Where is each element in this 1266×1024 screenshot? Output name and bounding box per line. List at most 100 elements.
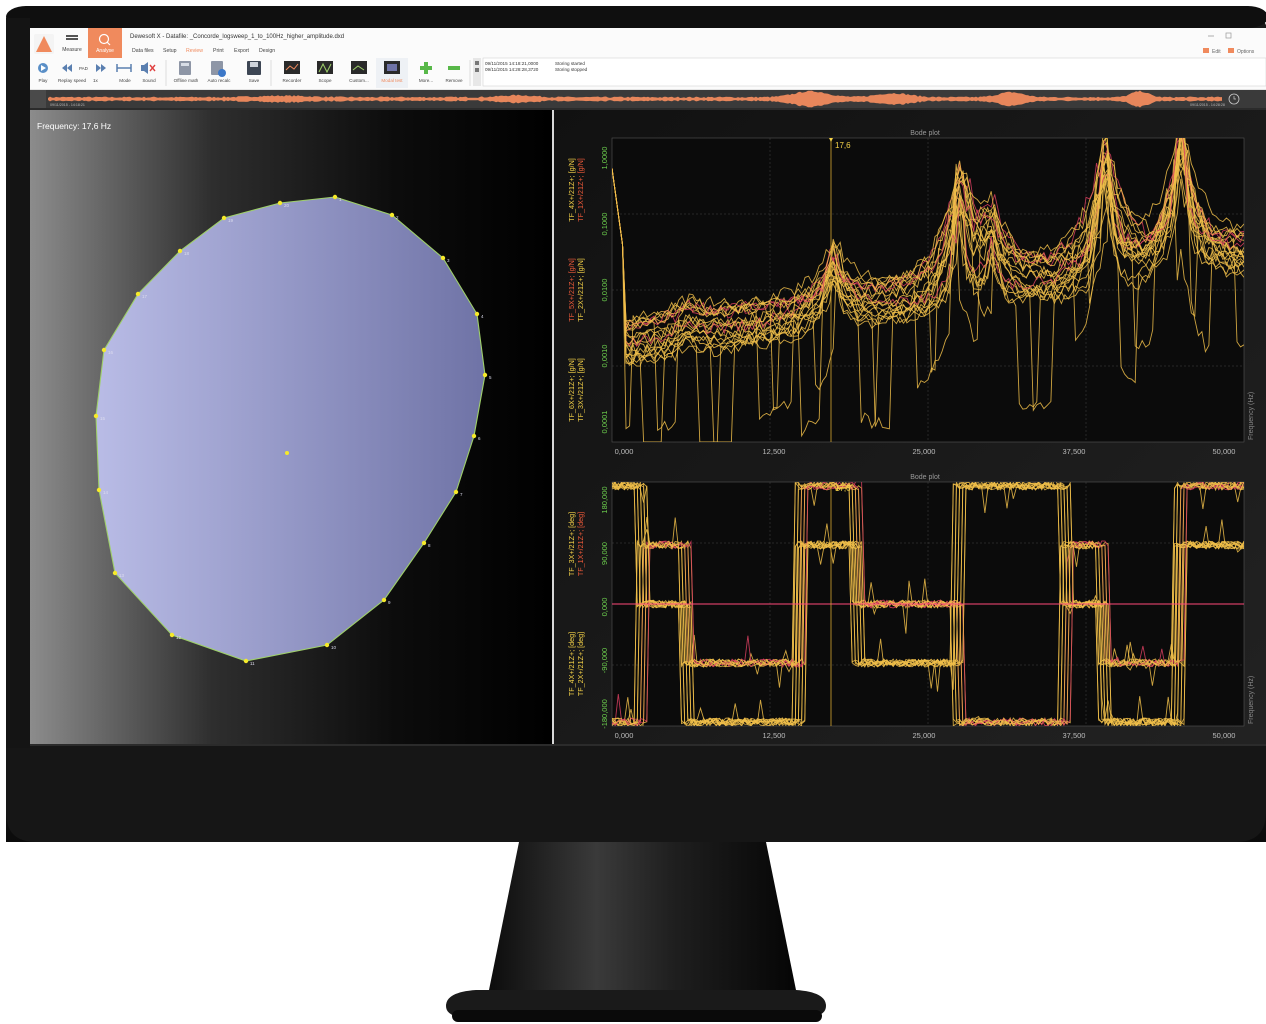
offline-math-button[interactable]: Offline math bbox=[174, 61, 199, 83]
mode-shape-node[interactable] bbox=[482, 372, 488, 378]
mode-shape-node[interactable] bbox=[381, 597, 387, 603]
channel-legend-label[interactable]: TF_3X+/21Z+; [g/N] bbox=[576, 358, 585, 422]
node-label: 3 bbox=[447, 258, 450, 263]
mode-shape-node[interactable] bbox=[112, 570, 118, 576]
x-tick-label: 50,000 bbox=[1213, 447, 1236, 456]
svg-text:Replay speed: Replay speed bbox=[58, 78, 87, 83]
y-tick-label: 0,0010 bbox=[600, 345, 609, 368]
channel-legend-label[interactable]: TF_4X+/21Z+; [g/N] bbox=[567, 158, 576, 222]
tab-data-files[interactable]: Data files bbox=[132, 48, 154, 54]
x-tick-label: 50,000 bbox=[1213, 731, 1236, 740]
toolbar: Play PAD Replay speed 1x Mode Sound Offl… bbox=[38, 57, 1266, 88]
tab-export[interactable]: Export bbox=[234, 48, 250, 54]
rewind-icon bbox=[62, 64, 72, 72]
remove-button[interactable]: Remove bbox=[445, 66, 463, 83]
more-button[interactable]: More... bbox=[419, 62, 433, 83]
play-button[interactable]: Play bbox=[38, 63, 48, 83]
y-tick-label: 1,0000 bbox=[600, 147, 609, 170]
magnitude-trace bbox=[612, 138, 1244, 348]
sound-button[interactable]: Sound bbox=[141, 62, 156, 83]
x-tick-label: 0,000 bbox=[615, 447, 634, 456]
event-list-icon[interactable] bbox=[475, 68, 479, 72]
node-label: 11 bbox=[250, 661, 255, 666]
replay-speed-control[interactable]: PAD Replay speed 1x bbox=[58, 64, 106, 83]
channel-legend-label[interactable]: TF_1X+/21Z+; [deg] bbox=[576, 512, 585, 576]
timeline-end: 09/11/2015 - 14:28:28 bbox=[1190, 103, 1225, 107]
custom-icon bbox=[351, 61, 367, 74]
mode-shape-node[interactable] bbox=[177, 248, 183, 254]
auto-recalc-button[interactable]: Auto recalc bbox=[208, 61, 232, 83]
y-tick-label: 0,0001 bbox=[600, 411, 609, 434]
mode-shape-node[interactable] bbox=[440, 255, 446, 261]
mode-button-analyse[interactable]: Analyse bbox=[88, 28, 122, 58]
save-button[interactable]: Save bbox=[247, 61, 261, 83]
event-time: 09/11/2015 14:18:21,0000 bbox=[485, 61, 539, 66]
cursor-value: 17,6 bbox=[835, 141, 851, 150]
timeline-handle-left[interactable] bbox=[30, 90, 46, 108]
magnitude-trace bbox=[612, 168, 1244, 364]
monitor-stand bbox=[489, 842, 796, 990]
mode-shape-node[interactable] bbox=[474, 311, 480, 317]
mode-shape-node[interactable] bbox=[421, 540, 427, 546]
bode-phase-plot: Bode plot 17,6 180,000 90,000 0,000 -90,000… bbox=[567, 474, 1255, 740]
channel-legend-label[interactable]: TF_2X+/21Z+; [deg] bbox=[576, 632, 585, 696]
mode-shape-node[interactable] bbox=[93, 413, 99, 419]
mode-shape-node[interactable] bbox=[101, 347, 107, 353]
panel-splitter[interactable] bbox=[552, 110, 554, 744]
mode-label-measure: Measure bbox=[62, 47, 82, 53]
svg-text:More...: More... bbox=[419, 78, 433, 83]
x-tick-label: 0,000 bbox=[615, 731, 634, 740]
x-tick-label: 37,500 bbox=[1063, 447, 1086, 456]
tab-setup[interactable]: Setup bbox=[163, 48, 177, 54]
mode-shape-node[interactable] bbox=[389, 212, 395, 218]
event-text: Storing stopped bbox=[555, 67, 588, 72]
channel-legend-label[interactable]: TF_6X+/21Z+; [g/N] bbox=[567, 358, 576, 422]
mode-shape-node[interactable] bbox=[324, 642, 330, 648]
modal-test-button[interactable]: Modal test bbox=[376, 58, 408, 88]
svg-text:Recorder: Recorder bbox=[283, 78, 302, 83]
svg-text:Custom...: Custom... bbox=[349, 78, 369, 83]
edit-icon bbox=[1203, 48, 1209, 53]
recorder-button[interactable]: Recorder bbox=[283, 61, 302, 83]
svg-text:Sound: Sound bbox=[142, 78, 156, 83]
mode-shape-node[interactable] bbox=[169, 632, 175, 638]
channel-legend-label[interactable]: TF_2X+/21Z+; [g/N] bbox=[576, 258, 585, 322]
channel-legend-label[interactable]: TF_4X+/21Z+; [deg] bbox=[567, 632, 576, 696]
play-icon bbox=[41, 65, 46, 71]
scope-button[interactable]: Scope bbox=[317, 61, 333, 83]
custom-button[interactable]: Custom... bbox=[349, 61, 369, 83]
clock-icon[interactable] bbox=[1228, 93, 1240, 105]
phase-trace bbox=[612, 482, 1244, 726]
mode-shape-node[interactable] bbox=[471, 433, 477, 439]
mode-shape-node[interactable] bbox=[277, 200, 283, 206]
tab-review[interactable]: Review bbox=[186, 48, 203, 54]
edit-button[interactable]: Edit bbox=[1212, 49, 1221, 55]
tab-design[interactable]: Design bbox=[259, 48, 275, 54]
event-log: 09/11/2015 14:18:21,0000 Storing started… bbox=[473, 57, 1266, 87]
mode-shape-node[interactable] bbox=[332, 194, 338, 200]
event-add-icon[interactable] bbox=[475, 61, 479, 65]
speaker-mute-icon bbox=[141, 62, 148, 74]
node-label: 14 bbox=[103, 490, 109, 495]
channel-legend-label[interactable]: TF_5X+/21Z+; [g/N] bbox=[567, 258, 576, 322]
svg-text:Offline math: Offline math bbox=[174, 78, 199, 83]
mode-shape-node[interactable] bbox=[453, 489, 459, 495]
replay-speed-value: 1x bbox=[93, 78, 99, 83]
mode-shape-node[interactable] bbox=[96, 487, 102, 493]
mode-shape-node[interactable] bbox=[285, 451, 289, 455]
mode-shape-node[interactable] bbox=[243, 658, 249, 664]
tab-print[interactable]: Print bbox=[213, 48, 224, 54]
y-tick-label: -180,000 bbox=[600, 699, 609, 729]
channel-legend-label[interactable]: TF_3X+/21Z+; [deg] bbox=[567, 512, 576, 576]
node-label: 8 bbox=[428, 543, 431, 548]
window-controls[interactable] bbox=[1208, 32, 1232, 39]
mode-button-measure[interactable]: Measure bbox=[62, 32, 86, 53]
options-button[interactable]: Options bbox=[1237, 49, 1255, 55]
mode-button[interactable]: Mode bbox=[116, 64, 132, 83]
channel-legend-label[interactable]: TF_1X+/21Z+; [g/N] bbox=[576, 158, 585, 222]
mode-shape-node[interactable] bbox=[135, 291, 141, 297]
mode-shape-node[interactable] bbox=[221, 215, 227, 221]
